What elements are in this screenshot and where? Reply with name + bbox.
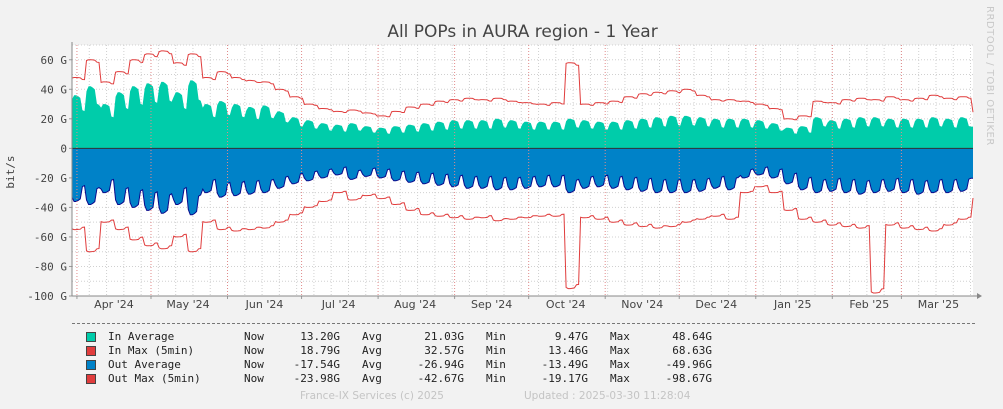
- legend-name: In Average: [108, 330, 175, 343]
- footer-updated: Updated : 2025-03-30 11:28:04: [524, 390, 691, 402]
- legend-name: Out Average: [108, 358, 181, 371]
- legend-avg-label: Avg: [362, 330, 382, 343]
- y-tick-label: -80 G: [34, 260, 67, 273]
- legend-now-label: Now: [244, 358, 264, 371]
- legend-now-value: -17.54G: [293, 358, 340, 371]
- legend: In Average Now 13.20G Avg 21.03G Min 9.4…: [86, 330, 712, 386]
- legend-avg-value: 21.03G: [424, 330, 464, 343]
- legend-max-value: 48.64G: [672, 330, 712, 343]
- x-tick-label: Apr '24: [94, 298, 134, 311]
- legend-min-label: Min: [486, 372, 506, 385]
- legend-divider: [72, 323, 975, 324]
- y-tick-label: -100 G: [27, 290, 67, 303]
- series-out-max: [71, 185, 974, 294]
- rrdtool-watermark: RRDTOOL / TOBI OETIKER: [984, 6, 995, 146]
- legend-avg-value: 32.57G: [424, 344, 464, 357]
- legend-now-label: Now: [244, 330, 264, 343]
- legend-max-value: 68.63G: [672, 344, 712, 357]
- legend-max-value: -49.96G: [665, 358, 712, 371]
- x-tick-label: May '24: [166, 298, 209, 311]
- legend-row-in-max: In Max (5min) Now 18.79G Avg 32.57G Min …: [86, 344, 712, 358]
- x-tick-label: Jul '24: [321, 298, 356, 311]
- series-in-max: [71, 50, 974, 121]
- y-tick-label: -20 G: [34, 172, 67, 185]
- footer-copyright: France-IX Services (c) 2025: [300, 390, 444, 402]
- legend-name: Out Max (5min): [108, 372, 201, 385]
- x-tick-label: Feb '25: [849, 298, 889, 311]
- legend-max-label: Max: [610, 372, 630, 385]
- legend-max-value: -98.67G: [665, 372, 712, 385]
- legend-avg-label: Avg: [362, 358, 382, 371]
- legend-avg-label: Avg: [362, 344, 382, 357]
- legend-row-out-max: Out Max (5min) Now -23.98G Avg -42.67G M…: [86, 372, 712, 386]
- legend-min-label: Min: [486, 344, 506, 357]
- x-tick-label: Aug '24: [394, 298, 436, 311]
- legend-now-value: 13.20G: [300, 330, 340, 343]
- legend-min-value: 9.47G: [554, 330, 588, 343]
- x-tick-label: Jun '24: [245, 298, 284, 311]
- y-tick-label: 60 G: [41, 54, 68, 67]
- legend-min-value: -13.49G: [541, 358, 588, 371]
- legend-avg-label: Avg: [362, 372, 382, 385]
- legend-row-out-average: Out Average Now -17.54G Avg -26.94G Min …: [86, 358, 712, 372]
- series-out-average-edge: [71, 166, 973, 216]
- legend-row-in-average: In Average Now 13.20G Avg 21.03G Min 9.4…: [86, 330, 712, 344]
- x-tick-label: Mar '25: [918, 298, 959, 311]
- x-tick-label: Sep '24: [471, 298, 512, 311]
- series-out-average: [72, 148, 973, 215]
- in-average-swatch: [86, 332, 96, 342]
- legend-now-value: -23.98G: [293, 372, 340, 385]
- x-tick-label: Oct '24: [546, 298, 586, 311]
- legend-now-label: Now: [244, 372, 264, 385]
- x-tick-label: Dec '24: [695, 298, 737, 311]
- legend-min-value: -19.17G: [541, 372, 588, 385]
- legend-now-label: Now: [244, 344, 264, 357]
- out-max-swatch: [86, 374, 96, 384]
- y-axis-label: bit/s: [4, 155, 17, 188]
- legend-avg-value: -26.94G: [417, 358, 464, 371]
- series-in-average: [72, 80, 973, 149]
- x-axis-arrow: [977, 293, 982, 299]
- legend-avg-value: -42.67G: [417, 372, 464, 385]
- y-tick-label: 20 G: [41, 113, 68, 126]
- in-max-swatch: [86, 346, 96, 356]
- x-tick-label: Nov '24: [621, 298, 663, 311]
- legend-now-value: 18.79G: [300, 344, 340, 357]
- chart-title: All POPs in AURA region - 1 Year: [387, 22, 657, 42]
- legend-name: In Max (5min): [108, 344, 195, 357]
- legend-max-label: Max: [610, 344, 630, 357]
- legend-min-label: Min: [486, 330, 506, 343]
- x-tick-label: Jan '25: [773, 298, 811, 311]
- legend-min-label: Min: [486, 358, 506, 371]
- legend-max-label: Max: [610, 358, 630, 371]
- legend-min-value: 13.46G: [548, 344, 588, 357]
- out-average-swatch: [86, 360, 96, 370]
- y-tick-label: 40 G: [41, 83, 68, 96]
- legend-max-label: Max: [610, 330, 630, 343]
- y-tick-label: -40 G: [34, 201, 67, 214]
- y-tick-label: -60 G: [34, 231, 67, 244]
- y-tick-label: 0: [60, 142, 67, 155]
